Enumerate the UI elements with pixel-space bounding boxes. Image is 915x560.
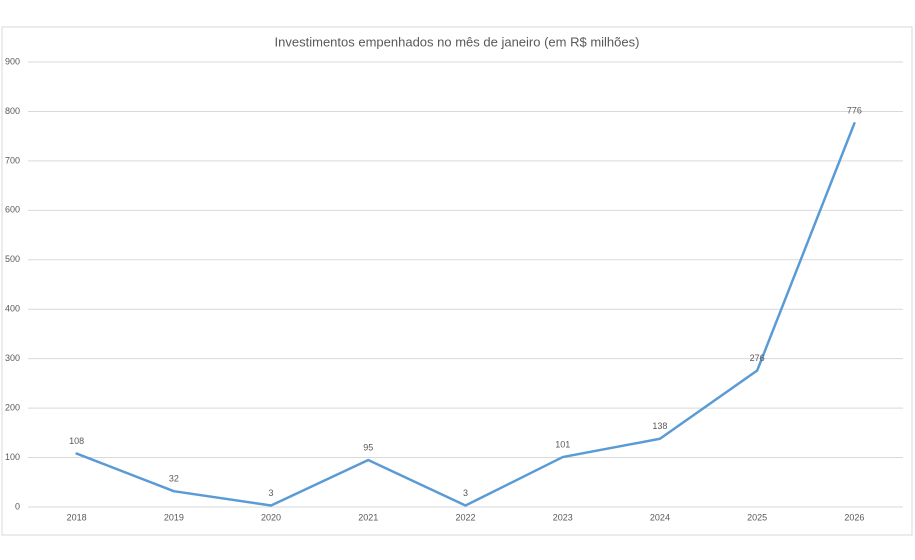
data-label: 108 <box>69 436 84 446</box>
data-label: 95 <box>363 442 373 452</box>
y-tick-label: 400 <box>5 304 20 314</box>
data-label: 138 <box>652 421 667 431</box>
x-tick-label: 2021 <box>358 512 378 522</box>
y-tick-label: 200 <box>5 402 20 412</box>
x-tick-label: 2023 <box>553 512 573 522</box>
y-tick-label: 900 <box>5 56 20 66</box>
data-label: 276 <box>750 353 765 363</box>
y-tick-label: 0 <box>15 501 20 511</box>
chart-border <box>1 26 913 536</box>
data-label: 101 <box>555 439 570 449</box>
y-tick-label: 500 <box>5 254 20 264</box>
x-tick-label: 2024 <box>650 512 670 522</box>
y-tick-label: 100 <box>5 452 20 462</box>
chart-title: Investimentos empenhados no mês de janei… <box>275 34 640 49</box>
data-label: 3 <box>269 488 274 498</box>
x-tick-label: 2020 <box>261 512 281 522</box>
x-tick-label: 2018 <box>67 512 87 522</box>
line <box>75 122 856 507</box>
y-tick-label: 700 <box>5 155 20 165</box>
y-tick-label: 600 <box>5 205 20 215</box>
x-tick-label: 2026 <box>844 512 864 522</box>
x-tick-label: 2025 <box>747 512 767 522</box>
x-tick-label: 2019 <box>164 512 184 522</box>
y-tick-label: 300 <box>5 353 20 363</box>
data-label: 3 <box>463 488 468 498</box>
data-label: 32 <box>169 474 179 484</box>
y-tick-label: 800 <box>5 106 20 116</box>
x-tick-label: 2022 <box>455 512 475 522</box>
data-label: 776 <box>847 106 862 116</box>
